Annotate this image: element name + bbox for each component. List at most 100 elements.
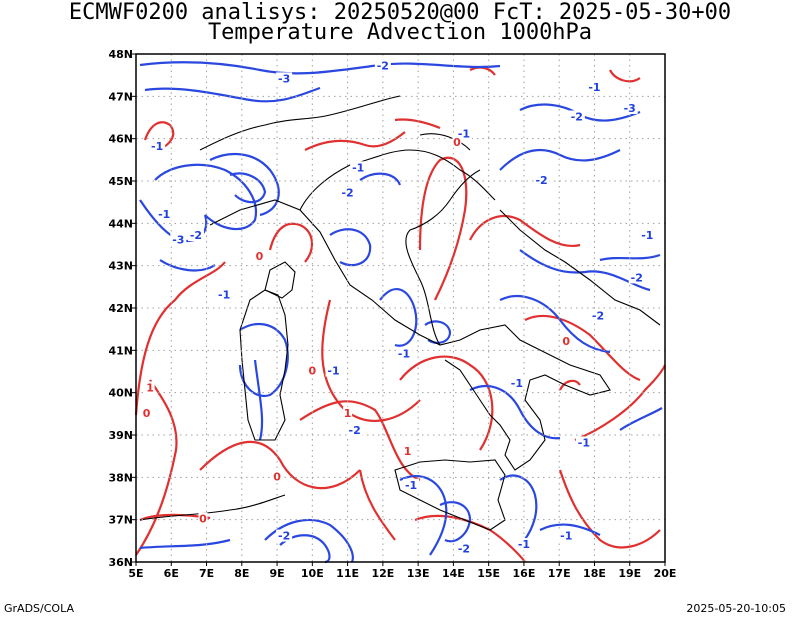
contour-label: -2 [349, 424, 361, 437]
contour-label: -1 [218, 288, 230, 301]
contour-label: 1 [146, 381, 154, 394]
x-tick-label: 5E [128, 567, 143, 580]
y-tick-label: 41N [108, 344, 133, 357]
contour-label-bg [339, 186, 356, 199]
latitude-axis: 48N 47N 46N 45N 44N 43N 42N 41N 40N 39N 38N 37N 36N [108, 48, 136, 569]
longitude-axis: 5E 6E 7E 8E 9E 10E 11E 12E 13E 14E 15E 16E 17E 18E 19E… [128, 562, 676, 580]
contour-label: 1 [404, 445, 412, 458]
contour-label-bg [156, 207, 173, 220]
contour-label: -1 [578, 436, 590, 449]
contour-label: -1 [151, 140, 163, 153]
negative-contours [139, 61, 663, 564]
contour-label-bg [575, 436, 592, 449]
generation-timestamp: 2025-05-20-10:05 [686, 602, 786, 615]
x-tick-label: 6E [164, 567, 179, 580]
contour-label-bg [508, 377, 525, 390]
contour-label-bg [276, 529, 293, 542]
y-tick-label: 46N [108, 133, 133, 146]
x-tick-label: 11E [336, 567, 359, 580]
contour-label: -2 [377, 60, 389, 73]
contour-label-bg [325, 364, 342, 377]
x-tick-label: 20E [654, 567, 677, 580]
contour-label-bg [170, 233, 187, 246]
contour-label-bg [272, 470, 282, 483]
map-title: ECMWF0200 analisys: 20250520@00 FcT: 202… [68, 0, 732, 25]
y-tick-label: 43N [108, 260, 133, 273]
contour-label-bg [307, 364, 317, 377]
x-tick-label: 16E [513, 567, 536, 580]
coastline [139, 95, 661, 531]
x-tick-label: 14E [442, 567, 465, 580]
contour-label-bg [589, 309, 606, 322]
contour-label: 0 [143, 407, 151, 420]
contour-labels: -3-2-1-3-2-10-1-1-2-2-1-3 -20-1-1-2-20-10… [142, 59, 656, 555]
contour-label-bg [198, 512, 208, 525]
contour-label-bg [533, 174, 550, 186]
y-tick-label: 37N [108, 514, 133, 527]
contour-label-bg [142, 406, 152, 419]
contour-label: -3 [624, 102, 636, 115]
x-tick-label: 13E [407, 567, 430, 580]
contour-label-bg [346, 423, 363, 436]
x-tick-label: 19E [618, 567, 641, 580]
contour-label-bg [628, 271, 645, 284]
contour-label: -2 [458, 542, 470, 555]
contour-label-bg [187, 229, 204, 242]
y-tick-label: 47N [108, 90, 133, 103]
contour-label: -1 [641, 229, 653, 242]
contour-label-bg [621, 102, 638, 115]
contour-label-bg [568, 110, 585, 123]
x-tick-label: 18E [583, 567, 606, 580]
contour-label-bg [586, 80, 603, 93]
contour-label: 0 [309, 365, 317, 378]
contour-label: -1 [352, 161, 364, 174]
positive-contours [134, 66, 667, 563]
contour-label-bg [350, 161, 367, 174]
contour-label: 0 [453, 136, 461, 149]
lat-lon-grid [136, 54, 665, 562]
contour-label-bg [561, 334, 571, 347]
contour-label-bg [216, 288, 233, 301]
contour-label: -2 [341, 187, 353, 200]
y-tick-label: 48N [108, 48, 133, 61]
contour-label-bg [455, 542, 472, 555]
software-credit: GrADS/COLA [4, 602, 74, 615]
contour-label: -2 [571, 111, 583, 124]
contour-label: -1 [327, 365, 339, 378]
contour-label: -1 [158, 208, 170, 221]
contour-label-bg [149, 140, 166, 153]
contour-label-bg [276, 72, 293, 85]
contour-label: -2 [535, 174, 547, 187]
x-tick-label: 17E [548, 567, 571, 580]
y-tick-label: 42N [108, 302, 133, 315]
contour-label-bg [374, 59, 391, 72]
y-tick-label: 38N [108, 471, 133, 484]
y-tick-label: 39N [108, 429, 133, 442]
contour-label-bg [254, 250, 264, 263]
contour-label: -2 [631, 271, 643, 284]
x-tick-label: 9E [269, 567, 284, 580]
x-tick-label: 15E [477, 567, 500, 580]
contour-label: 0 [256, 250, 264, 263]
contour-label: -1 [398, 348, 410, 361]
contour-label-bg [403, 478, 420, 491]
contour-label: -1 [560, 530, 572, 543]
contour-label: 1 [344, 407, 352, 420]
contour-label-bg [639, 229, 656, 242]
x-tick-label: 8E [234, 567, 249, 580]
contour-label-bg [515, 538, 532, 551]
contour-label-bg [452, 135, 462, 148]
contour-label: -1 [511, 377, 523, 390]
contour-label: 0 [562, 335, 570, 348]
contour-label-bg [343, 406, 353, 419]
contour-label: -1 [405, 479, 417, 492]
contour-label: -3 [278, 72, 290, 85]
map-subtitle: Temperature Advection 1000hPa [207, 20, 593, 45]
y-tick-label: 44N [108, 217, 133, 230]
contour-label-bg [403, 444, 413, 457]
y-tick-label: 40N [108, 387, 133, 400]
y-tick-label: 36N [108, 556, 133, 569]
contour-label: -3 [172, 233, 184, 246]
contour-label: 0 [199, 513, 207, 526]
